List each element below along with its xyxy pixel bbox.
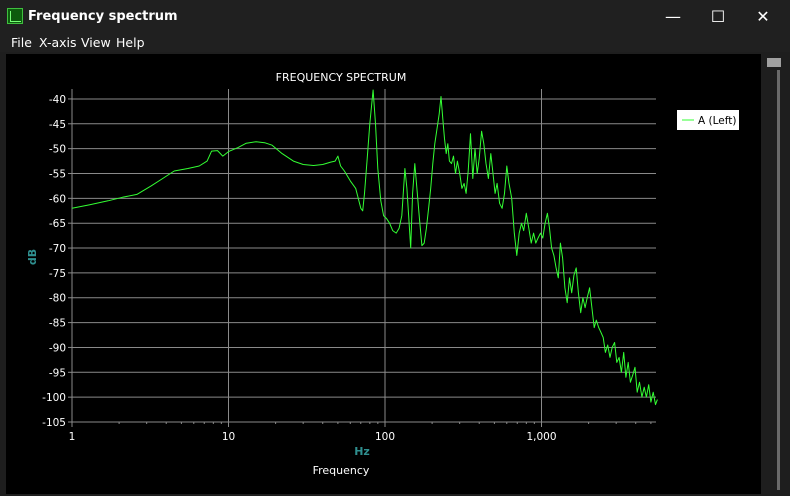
chart-grid <box>72 89 656 423</box>
menu-bar: File X-axis View Help <box>0 34 790 52</box>
legend: A (Left) <box>677 110 739 130</box>
minimize-button[interactable]: — <box>665 7 681 26</box>
x-axis-caption: Frequency <box>313 464 370 477</box>
y-tick-label: -55 <box>49 168 66 180</box>
menu-help[interactable]: Help <box>116 35 145 50</box>
close-button[interactable]: ✕ <box>756 7 770 26</box>
title-bar: Frequency spectrum — ☐ ✕ <box>0 0 790 34</box>
legend-label: A (Left) <box>698 115 736 127</box>
menu-x-axis[interactable]: X-axis <box>39 35 77 50</box>
y-tick-label: -65 <box>49 218 66 230</box>
y-tick-label: -105 <box>42 417 66 429</box>
y-tick-label: -95 <box>49 367 66 379</box>
series-layer <box>71 89 658 406</box>
menu-file[interactable]: File <box>11 35 32 50</box>
y-tick-label: -90 <box>49 342 66 354</box>
y-tick-label: -40 <box>49 94 66 106</box>
x-tick-label: 10 <box>222 431 235 443</box>
menu-view[interactable]: View <box>81 35 111 50</box>
y-tick-label: -70 <box>49 243 66 255</box>
app-icon <box>7 8 23 24</box>
series-line-a-left <box>71 89 658 406</box>
plot-panel <box>6 54 761 494</box>
y-tick-label: -75 <box>49 268 66 280</box>
scrollbar-thumb[interactable] <box>767 58 781 67</box>
legend-box <box>677 110 739 130</box>
window-title: Frequency spectrum <box>28 9 178 24</box>
x-tick-label: 1,000 <box>526 431 556 443</box>
x-axis-label: Hz <box>354 445 370 458</box>
y-tick-label: -50 <box>49 144 66 156</box>
chart-title: FREQUENCY SPECTRUM <box>276 71 407 84</box>
y-tick-label: -100 <box>42 392 66 404</box>
maximize-button[interactable]: ☐ <box>710 7 726 26</box>
y-tick-label: -85 <box>49 318 66 330</box>
scrollbar-track-line <box>777 70 780 490</box>
y-tick-label: -45 <box>49 119 66 131</box>
y-axis-label: dB <box>26 249 39 265</box>
x-tick-label: 1 <box>69 431 76 443</box>
x-tick-label: 100 <box>375 431 395 443</box>
chart-axes: -40 -45 -50 -55 -60 -65 -70 -75 -80 -85 -90 -95 -100… <box>42 89 656 443</box>
y-tick-label: -60 <box>49 193 66 205</box>
y-tick-label: -80 <box>49 293 66 305</box>
